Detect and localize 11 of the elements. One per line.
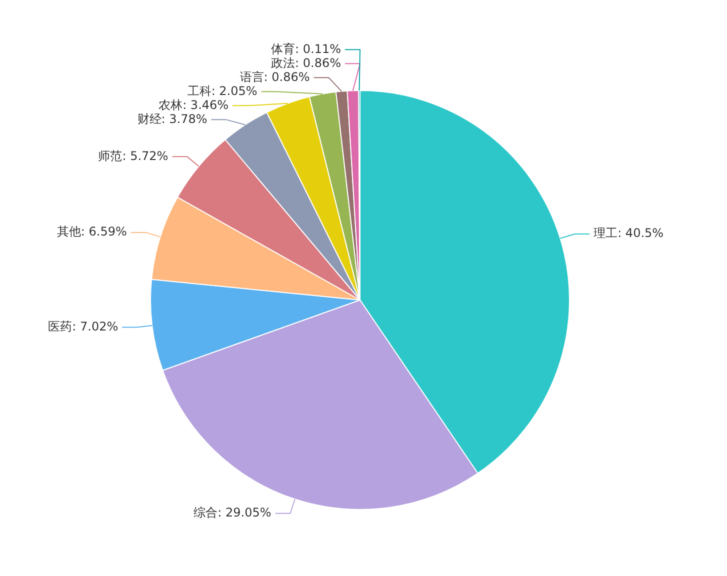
slice-label: 政法: 0.86% — [271, 56, 341, 70]
slice-label: 农林: 3.46% — [158, 98, 229, 112]
slice-label: 其他: 6.59% — [56, 224, 127, 239]
slice-label: 财经: 3.78% — [137, 112, 208, 126]
slice-label: 综合: 29.05% — [194, 506, 272, 520]
slice-label: 师范: 5.72% — [98, 148, 168, 163]
slice-label: 体育: 0.11% — [271, 42, 341, 56]
slice-label: 语言: 0.86% — [240, 70, 310, 84]
slice-label: 理工: 40.5% — [594, 226, 664, 240]
slice-label: 医药: 7.02% — [48, 319, 118, 334]
slice-label: 工科: 2.05% — [187, 84, 258, 98]
